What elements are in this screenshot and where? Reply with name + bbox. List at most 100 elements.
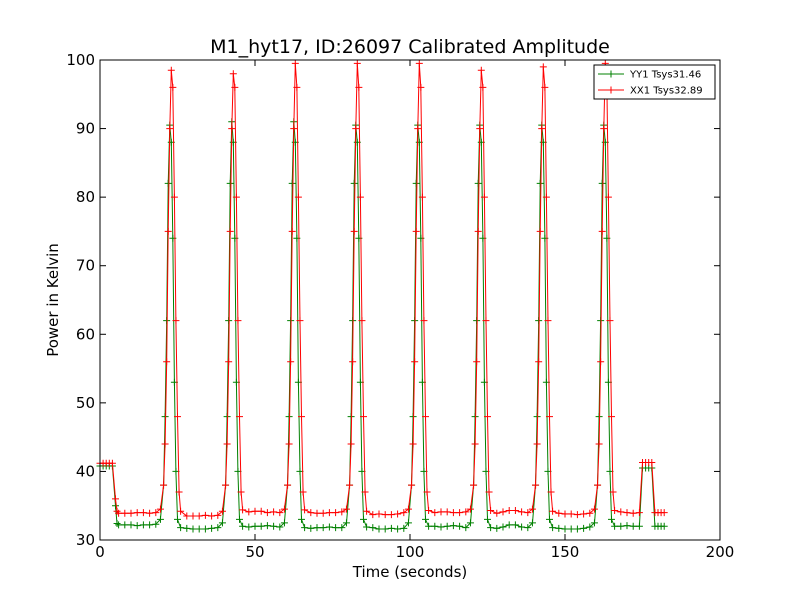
series-1-point-41 — [232, 193, 240, 201]
series-1-point-157 — [608, 413, 615, 421]
series-1-point-59 — [293, 83, 301, 91]
series-1-point-20 — [167, 66, 175, 74]
series-0-point-119 — [511, 521, 519, 529]
series-1-point-5 — [112, 495, 119, 503]
series-1-point-120 — [485, 488, 493, 496]
series-0-point-97 — [425, 522, 433, 530]
series-0-point-138 — [580, 524, 588, 532]
series-1-point-51 — [276, 509, 284, 517]
series-0-point-98 — [431, 522, 439, 530]
legend-label-yy1: YY1 Tsys31.46 — [629, 70, 701, 81]
series-1-point-141 — [555, 509, 563, 517]
series-1-point-98 — [418, 193, 426, 201]
series-1-point-121 — [487, 507, 495, 515]
series-0-point-134 — [555, 524, 563, 532]
series-1-point-163 — [635, 509, 643, 517]
series-1-point-148 — [594, 481, 602, 489]
series-0-point-7 — [115, 521, 123, 529]
series-1-point-7 — [115, 509, 123, 517]
series-0-point-62 — [307, 524, 315, 532]
series-1-point-145 — [580, 510, 588, 518]
series-1-point-85 — [375, 510, 383, 518]
series-0-point-80 — [369, 524, 377, 532]
series-0-point-24 — [174, 515, 181, 523]
series-0-point-43 — [239, 522, 247, 530]
series-0-point-79 — [363, 523, 371, 531]
series-1-point-110 — [470, 481, 478, 489]
series-0-point-137 — [573, 525, 581, 533]
series-0-point-82 — [381, 525, 389, 533]
series-1-point-54 — [285, 440, 293, 448]
series-0-point-64 — [319, 524, 327, 532]
x-axis-label: Time (seconds) — [352, 563, 468, 581]
series-0-point-29 — [201, 525, 209, 533]
series-0-point-9 — [127, 521, 135, 529]
series-1-point-13 — [152, 509, 160, 517]
series-0-point-103 — [462, 524, 470, 532]
series-0-point-28 — [195, 525, 203, 533]
series-1-point-30 — [201, 511, 209, 519]
series-0-point-27 — [189, 525, 197, 533]
y-tick-label-1: 40 — [76, 462, 95, 480]
series-1-point-142 — [561, 510, 569, 518]
series-0-point-26 — [183, 524, 191, 532]
series-1-point-63 — [299, 488, 307, 496]
series-0-point-49 — [276, 523, 284, 531]
x-tick-label-1: 50 — [245, 543, 264, 561]
series-0-point-48 — [270, 522, 278, 530]
series-0-point-68 — [342, 519, 350, 527]
series-1-point-60 — [294, 193, 302, 201]
series-0-point-60 — [298, 515, 305, 523]
series-1-point-139 — [547, 488, 555, 496]
series-1-point-129 — [532, 481, 540, 489]
series-0-point-30 — [208, 524, 216, 532]
series-1-point-115 — [477, 66, 485, 74]
series-1-point-44 — [237, 488, 245, 496]
x-tick-label-4: 200 — [706, 543, 735, 561]
series-1-point-53 — [284, 481, 292, 489]
series-1-point-29 — [195, 512, 203, 520]
series-1-point-4 — [108, 459, 116, 467]
legend-label-xx1: XX1 Tsys32.89 — [630, 86, 703, 97]
series-1-point-144 — [573, 511, 581, 519]
y-tick-label-5: 80 — [76, 188, 95, 206]
series-1-point-64 — [301, 506, 309, 514]
series-0-point-139 — [586, 523, 594, 531]
series-1-point-97 — [417, 83, 425, 91]
series-0-point-117 — [499, 523, 507, 531]
series-1-point-100 — [422, 413, 429, 421]
series-1-point-95 — [414, 125, 422, 133]
series-0-point-65 — [325, 523, 333, 531]
series-1-point-25 — [175, 488, 183, 496]
series-0-point-114 — [484, 515, 491, 523]
series-0-point-84 — [394, 525, 402, 533]
series-1-point-127 — [524, 509, 532, 517]
series-0-point-100 — [443, 522, 451, 530]
series-0-point-108 — [474, 179, 482, 187]
series-0-point-102 — [456, 522, 464, 530]
series-1-point-96 — [415, 59, 423, 67]
series-1-point-92 — [409, 440, 417, 448]
series-1-point-78 — [355, 83, 363, 91]
series-1-point-107 — [456, 509, 464, 517]
series-1-point-75 — [350, 227, 358, 235]
series-1-point-160 — [617, 508, 625, 516]
series-0-point-42 — [236, 515, 243, 523]
series-1-point-76 — [352, 125, 360, 133]
series-0-point-63 — [313, 524, 321, 532]
series-1-point-149 — [595, 440, 603, 448]
series-1-point-32 — [214, 511, 222, 519]
y-tick-label-4: 70 — [76, 257, 95, 275]
series-1-point-9 — [127, 509, 135, 517]
series-1-point-125 — [511, 507, 519, 515]
series-1-point-11 — [139, 509, 147, 517]
legend-marker-xx1 — [607, 86, 615, 94]
series-0-point-150 — [608, 515, 615, 523]
series-1-point-150 — [597, 358, 605, 366]
series-0-point-61 — [301, 524, 309, 532]
series-0-point-155 — [635, 522, 643, 530]
series-0-point-6 — [113, 520, 121, 528]
series-1-point-26 — [177, 507, 185, 515]
series-1-point-161 — [623, 509, 631, 517]
